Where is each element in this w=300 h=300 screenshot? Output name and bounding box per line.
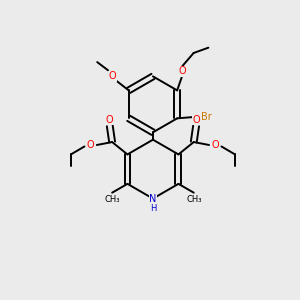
Text: O: O: [86, 140, 94, 150]
Text: CH₃: CH₃: [186, 195, 202, 204]
Text: O: O: [192, 115, 200, 125]
Text: O: O: [212, 140, 219, 150]
Text: O: O: [179, 66, 186, 76]
Text: Br: Br: [201, 112, 212, 122]
Text: O: O: [106, 115, 114, 125]
Text: CH₃: CH₃: [104, 195, 120, 204]
Text: O: O: [109, 71, 116, 81]
Text: N: N: [149, 194, 157, 204]
Text: H: H: [150, 203, 156, 212]
